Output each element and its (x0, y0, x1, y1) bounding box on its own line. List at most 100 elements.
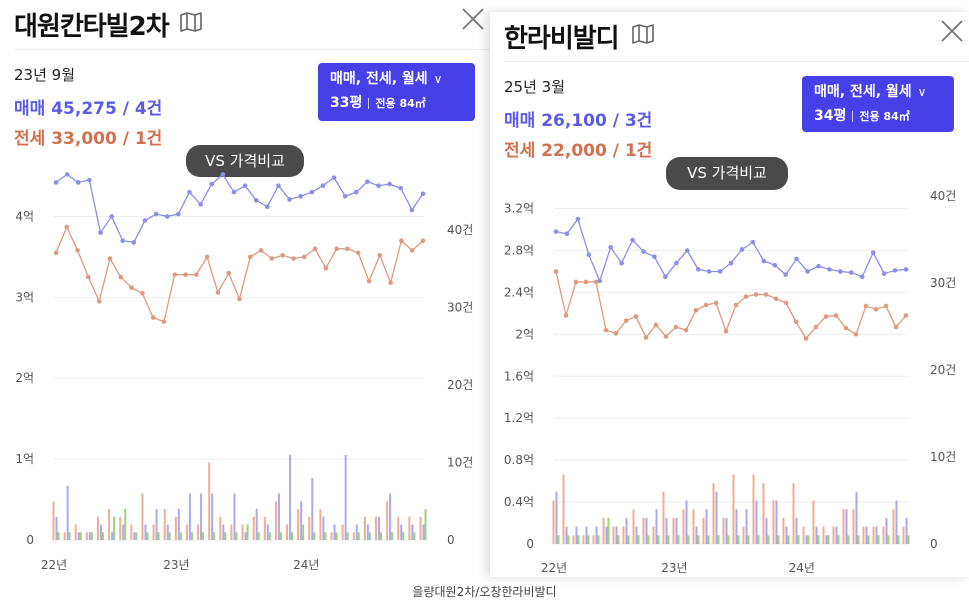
close-icon[interactable] (939, 18, 965, 44)
jeonse-price-point (643, 335, 649, 340)
sale-volume-bar (745, 509, 748, 544)
jeonse-price-point (204, 254, 210, 260)
jeonse-price-point (583, 279, 589, 285)
jeonse-price-point (140, 290, 145, 296)
jeonse-volume-bar (219, 516, 222, 540)
sale-volume-bar (188, 493, 191, 540)
other-volume-bar (101, 532, 104, 540)
sale-volume-bar (333, 524, 336, 540)
sale-volume-bar (635, 526, 638, 544)
sale-price-point (881, 271, 887, 276)
jeonse-price-point (334, 246, 339, 252)
sale-volume-bar (122, 524, 125, 540)
y-right-tick-label: 10건 (930, 450, 956, 464)
jeonse-volume-bar (562, 474, 565, 544)
jeonse-volume-bar (252, 516, 255, 540)
other-volume-bar (577, 535, 580, 544)
sale-price-point (265, 204, 270, 210)
other-volume-bar (135, 532, 138, 540)
sale-volume-bar (565, 526, 568, 544)
complex-title: 대원칸타빌2차 (14, 12, 170, 42)
jeonse-price-summary: 전세 33,000 / 1건 (14, 129, 163, 149)
other-volume-bar (787, 535, 790, 544)
other-volume-bar (402, 532, 405, 540)
other-volume-bar (157, 532, 160, 540)
sale-volume-bar (835, 526, 838, 544)
sale-volume-bar (200, 493, 203, 540)
sale-volume-bar (55, 516, 58, 540)
sale-volume-bar (244, 532, 247, 540)
sale-price-point (849, 270, 854, 275)
trade-type-selector[interactable]: 매매, 전세, 월세 ∨ 33평 전용 84㎡ (318, 63, 475, 121)
jeonse-volume-bar (308, 516, 311, 540)
jeonse-volume-bar (375, 516, 378, 540)
other-volume-bar (146, 532, 149, 540)
jeonse-volume-bar (702, 517, 705, 544)
other-volume-bar (124, 509, 127, 540)
other-volume-bar (897, 535, 900, 544)
sale-price-point (903, 267, 909, 272)
sale-volume-bar (595, 526, 598, 544)
sale-price-point (750, 239, 756, 245)
trade-type-selector[interactable]: 매매, 전세, 월세 ∨ 34평 전용 84㎡ (802, 76, 954, 132)
jeonse-volume-bar (862, 526, 865, 544)
y-left-tick-label: 0.8억 (504, 453, 534, 467)
y-left-tick-label: 3억 (15, 290, 34, 304)
other-volume-bar (877, 535, 880, 544)
jeonse-volume-bar (572, 535, 575, 544)
map-icon[interactable] (632, 24, 654, 44)
jeonse-volume-bar (772, 500, 775, 544)
jeonse-price-point (623, 318, 629, 324)
jeonse-price-point (633, 314, 639, 319)
other-volume-bar (380, 532, 383, 540)
sale-price-point (75, 180, 81, 185)
y-right-tick-label: 0 (930, 537, 938, 551)
sale-price-point (597, 278, 603, 284)
vs-compare-button[interactable]: VS 가격비교 (186, 145, 304, 177)
jeonse-price-point (150, 315, 156, 320)
y-left-tick-label: 0 (26, 533, 34, 547)
jeonse-volume-bar (185, 524, 188, 540)
image-caption: 을량대원2차/오창한라비발디 (412, 585, 557, 599)
jeonse-volume-bar (632, 509, 635, 544)
sale-volume-bar (289, 454, 292, 540)
other-volume-bar (368, 532, 371, 540)
jeonse-volume-bar (197, 524, 200, 540)
jeonse-volume-bar (230, 524, 233, 540)
jeonse-price-point (743, 294, 749, 299)
sale-price-summary: 매매 45,275 / 4건 (14, 99, 163, 119)
vs-compare-button[interactable]: VS 가격비교 (666, 157, 788, 190)
jeonse-price-point (773, 296, 779, 302)
jeonse-volume-bar (672, 517, 675, 544)
sale-price-point (164, 214, 170, 219)
sale-price-point (365, 179, 370, 184)
jeonse-volume-bar (792, 483, 795, 544)
sale-price-summary: 매매 26,100 / 3건 (504, 111, 653, 131)
sale-volume-bar (855, 491, 858, 544)
sale-price-point (153, 211, 159, 217)
sale-price-point (287, 197, 292, 202)
complex-title: 한라비발디 (504, 24, 620, 54)
sale-volume-bar (233, 493, 236, 540)
other-volume-bar (597, 535, 600, 544)
close-icon[interactable] (460, 6, 486, 32)
sale-volume-bar (775, 500, 778, 544)
jeonse-volume-bar (152, 524, 155, 540)
jeonse-price-point (75, 248, 80, 253)
sale-volume-bar (785, 526, 788, 544)
sale-volume-bar (155, 509, 158, 540)
jeonse-volume-bar (712, 483, 715, 544)
sale-price-point (387, 181, 392, 187)
other-volume-bar (747, 535, 750, 544)
jeonse-price-point (833, 313, 839, 318)
map-icon[interactable] (180, 12, 202, 32)
other-volume-bar (677, 535, 680, 544)
jeonse-volume-bar (642, 517, 645, 544)
sale-price-point (87, 177, 92, 183)
sale-volume-bar (400, 524, 403, 540)
jeonse-volume-bar (63, 532, 66, 540)
chevron-down-icon: ∨ (433, 72, 443, 86)
other-volume-bar (737, 535, 740, 544)
jeonse-price-point (843, 325, 849, 331)
sale-price-point (176, 211, 181, 217)
